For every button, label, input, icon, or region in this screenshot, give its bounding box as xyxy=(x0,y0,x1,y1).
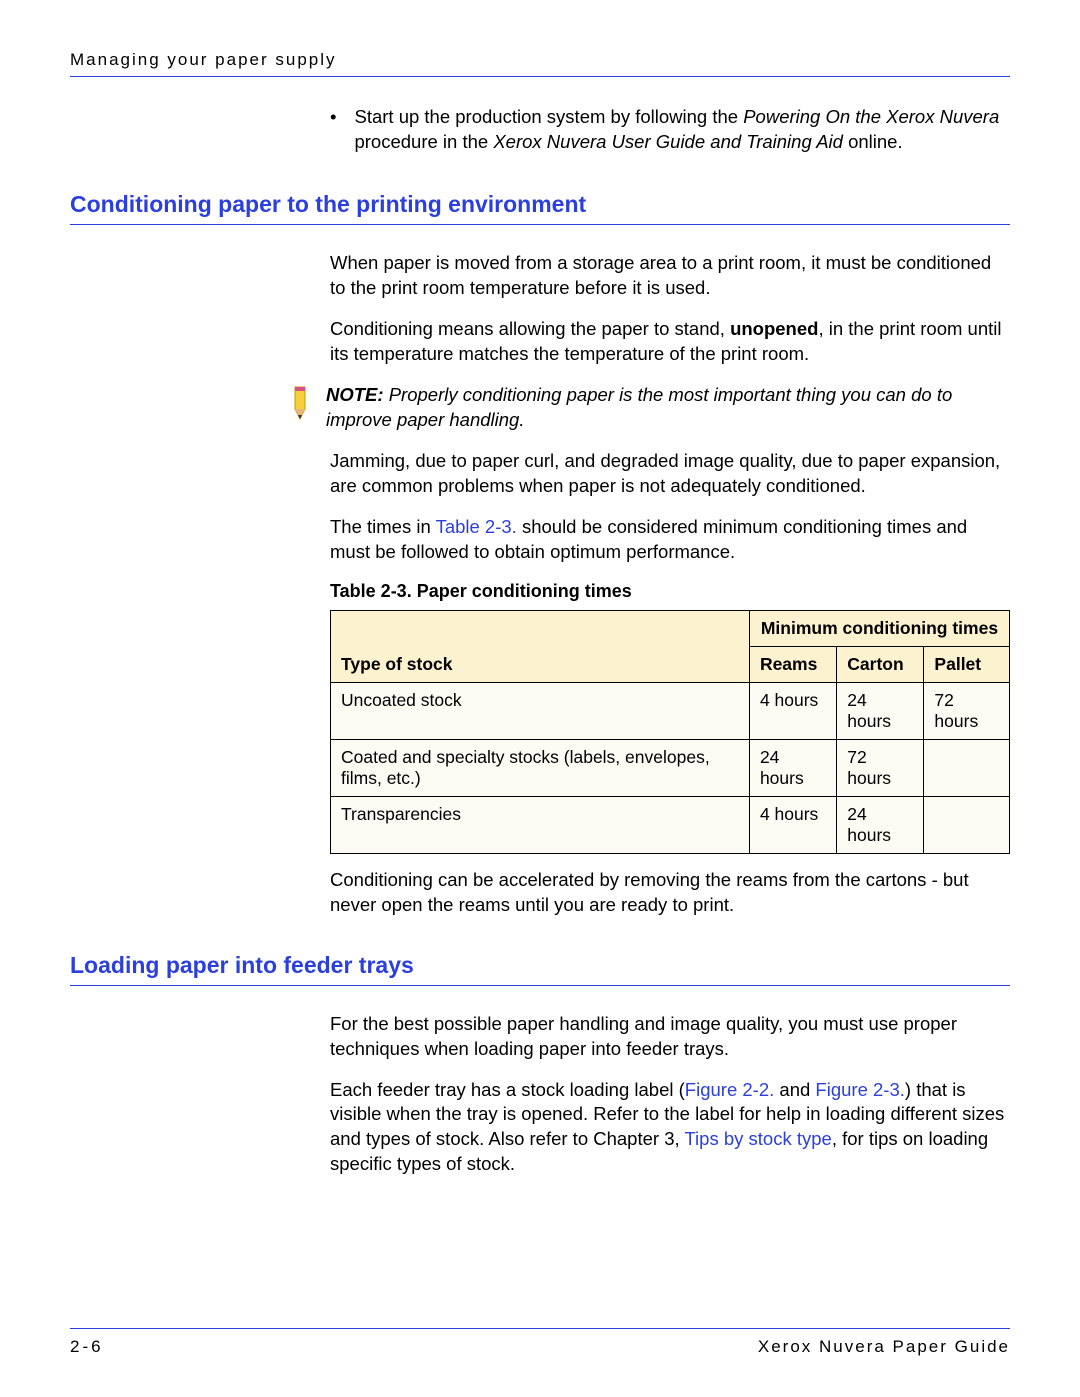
cell-carton: 72 hours xyxy=(837,739,924,796)
page-footer: 2-6 Xerox Nuvera Paper Guide xyxy=(70,1328,1010,1357)
col-header-carton: Carton xyxy=(837,646,924,682)
running-header: Managing your paper supply xyxy=(70,50,1010,77)
paragraph: Each feeder tray has a stock loading lab… xyxy=(330,1078,1010,1178)
section1-body: When paper is moved from a storage area … xyxy=(330,251,1010,918)
text-run: The times in xyxy=(330,516,436,537)
cell-reams: 4 hours xyxy=(749,796,836,853)
table-row: Coated and specialty stocks (labels, env… xyxy=(331,739,1010,796)
text-run: and xyxy=(774,1079,815,1100)
col-header-pallet: Pallet xyxy=(924,646,1010,682)
cross-ref-link[interactable]: Figure 2-2. xyxy=(685,1079,774,1100)
table-row: Uncoated stock 4 hours 24 hours 72 hours xyxy=(331,682,1010,739)
cell-carton: 24 hours xyxy=(837,796,924,853)
bullet-icon: • xyxy=(330,105,336,155)
paragraph: Conditioning can be accelerated by remov… xyxy=(330,868,1010,918)
text-emphasis: Xerox Nuvera User Guide and Training Aid xyxy=(493,131,843,152)
bullet-text: Start up the production system by follow… xyxy=(354,105,1010,155)
section2-body: For the best possible paper handling and… xyxy=(330,1012,1010,1178)
text-bold: unopened xyxy=(730,318,818,339)
pencil-icon xyxy=(286,383,312,426)
paragraph: Jamming, due to paper curl, and degraded… xyxy=(330,449,1010,499)
table-header-row: Type of stock Minimum conditioning times xyxy=(331,610,1010,646)
cross-ref-link[interactable]: Tips by stock type xyxy=(684,1128,831,1149)
paragraph: For the best possible paper handling and… xyxy=(330,1012,1010,1062)
cross-ref-link[interactable]: Table 2-3. xyxy=(436,516,517,537)
cell-stock: Uncoated stock xyxy=(331,682,750,739)
text-run: Start up the production system by follow… xyxy=(354,106,743,127)
note-text: NOTE: Properly conditioning paper is the… xyxy=(326,383,1010,433)
cell-carton: 24 hours xyxy=(837,682,924,739)
note-body: Properly conditioning paper is the most … xyxy=(326,384,952,430)
doc-title-footer: Xerox Nuvera Paper Guide xyxy=(758,1337,1010,1357)
col-header-stock: Type of stock xyxy=(331,610,750,682)
table-caption: Table 2-3. Paper conditioning times xyxy=(330,581,1010,602)
cell-pallet xyxy=(924,739,1010,796)
col-header-span: Minimum conditioning times xyxy=(749,610,1009,646)
table-row: Transparencies 4 hours 24 hours xyxy=(331,796,1010,853)
content-column: • Start up the production system by foll… xyxy=(330,105,1010,155)
cell-pallet xyxy=(924,796,1010,853)
page-number: 2-6 xyxy=(70,1337,104,1357)
section-heading-loading: Loading paper into feeder trays xyxy=(70,952,1010,986)
paragraph: The times in Table 2-3. should be consid… xyxy=(330,515,1010,565)
cell-stock: Transparencies xyxy=(331,796,750,853)
cell-reams: 4 hours xyxy=(749,682,836,739)
paragraph: Conditioning means allowing the paper to… xyxy=(330,317,1010,367)
text-emphasis: Powering On the Xerox Nuvera xyxy=(743,106,999,127)
text-run: procedure in the xyxy=(354,131,493,152)
note-label: NOTE: xyxy=(326,384,384,405)
cross-ref-link[interactable]: Figure 2-3. xyxy=(815,1079,904,1100)
text-run: Conditioning means allowing the paper to… xyxy=(330,318,730,339)
text-run: online. xyxy=(843,131,903,152)
note-callout: NOTE: Properly conditioning paper is the… xyxy=(286,383,1010,433)
conditioning-times-table: Type of stock Minimum conditioning times… xyxy=(330,610,1010,854)
col-header-reams: Reams xyxy=(749,646,836,682)
cell-stock: Coated and specialty stocks (labels, env… xyxy=(331,739,750,796)
section-heading-conditioning: Conditioning paper to the printing envir… xyxy=(70,191,1010,225)
paragraph: When paper is moved from a storage area … xyxy=(330,251,1010,301)
cell-pallet: 72 hours xyxy=(924,682,1010,739)
text-run: Each feeder tray has a stock loading lab… xyxy=(330,1079,685,1100)
intro-bullet: • Start up the production system by foll… xyxy=(330,105,1010,155)
document-page: Managing your paper supply • Start up th… xyxy=(0,0,1080,1397)
cell-reams: 24 hours xyxy=(749,739,836,796)
